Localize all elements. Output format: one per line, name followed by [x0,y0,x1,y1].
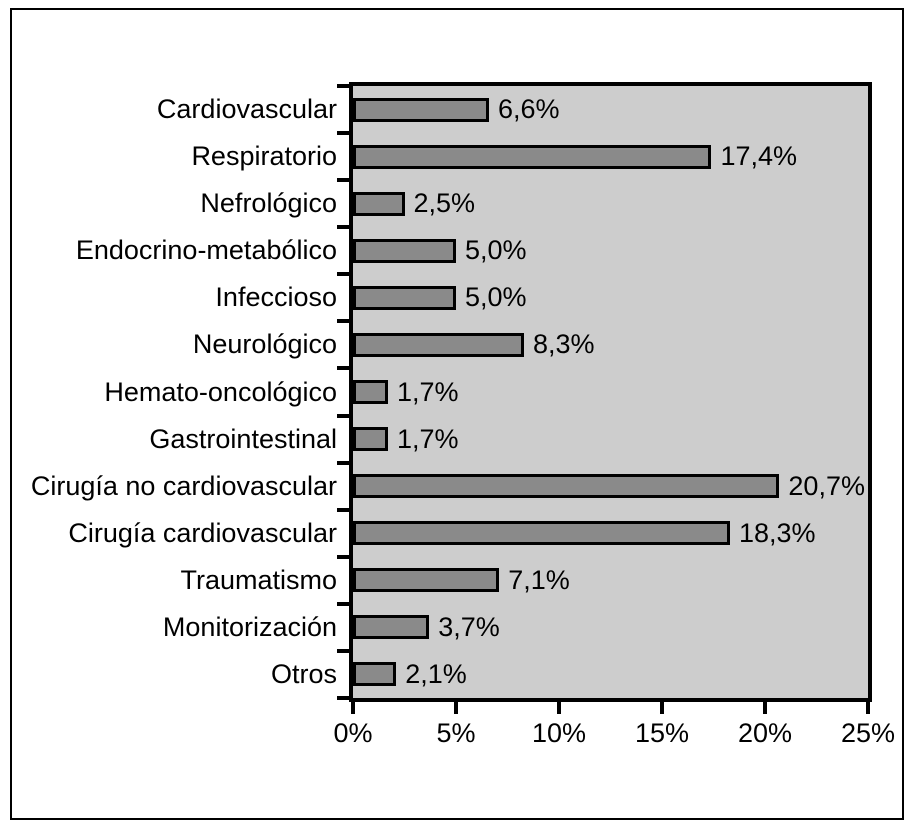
x-tick-mark [866,702,870,714]
bar-value-label: 5,0% [465,235,527,266]
bar-value-label: 20,7% [788,470,865,501]
y-axis-ticks [337,84,349,700]
category-label: Infeccioso [215,282,337,313]
bar-value-label: 2,1% [405,658,467,689]
bar-value-label: 5,0% [465,282,527,313]
y-tick-mark [337,178,349,183]
bar-value-label: 1,7% [397,423,459,454]
category-label: Nefrológico [200,188,337,219]
bar [353,285,456,310]
x-tick-label: 0% [333,718,373,748]
x-tick-mark [454,702,458,714]
x-tick-mark [351,702,355,714]
y-tick-mark [337,272,349,277]
y-tick-mark [337,319,349,324]
bar [353,521,730,546]
bar [353,191,405,216]
bar-row: 2,5% [353,180,868,227]
x-tick-label: 25% [840,718,896,748]
x-tick-mark [660,702,664,714]
y-tick-mark [337,413,349,418]
x-axis-labels: 0% 5% 10% 15% 20% 25% [333,718,895,754]
bar-row: 1,7% [353,368,868,415]
category-label: Respiratorio [191,141,337,172]
y-tick-mark [337,696,349,700]
category-label: Cirugía no cardiovascular [30,470,337,501]
y-tick-mark [337,84,349,88]
bar-row: 3,7% [353,604,868,651]
bar [353,662,397,687]
bar-row: 7,1% [353,557,868,604]
y-tick-mark [337,648,349,653]
bar-row: 2,1% [353,651,868,698]
y-tick-mark [337,507,349,512]
bar [353,97,489,122]
x-tick-label: 15% [634,718,690,748]
bar-value-label: 1,7% [397,376,459,407]
category-label: Neurológico [192,329,337,360]
y-tick-mark [337,460,349,465]
bar-value-label: 2,5% [413,188,476,219]
x-tick-label: 10% [531,718,587,748]
x-tick-mark [763,702,767,714]
category-label: Cardiovascular [156,94,337,125]
y-tick-mark [337,601,349,606]
bar [353,332,524,357]
bar [353,144,712,169]
x-tick-mark [557,702,561,714]
bar [353,380,389,404]
bar-row: 8,3% [353,321,868,368]
plot-area: 6,6% 17,4% 2,5% 5,0% 5,0% 8,3% 1,7% 1,7% 20,7% 18… [349,82,872,702]
bar [353,615,430,640]
bar-row: 17,4% [353,133,868,180]
bar-row: 5,0% [353,227,868,274]
category-label: Gastrointestinal [149,423,337,454]
bar [353,238,456,263]
bar-row: 18,3% [353,510,868,557]
bar [353,568,500,593]
category-label: Traumatismo [180,564,337,595]
bar [353,427,389,452]
category-label: Endocrino-metabólico [75,235,337,266]
bar-row: 1,7% [353,416,868,463]
bar-row: 6,6% [353,86,868,133]
x-tick-label: 5% [436,718,476,748]
bar-value-label: 7,1% [508,564,570,595]
x-axis-ticks [351,702,870,714]
category-label: Monitorización [162,611,337,642]
bar-value-label: 18,3% [738,517,816,548]
bar-value-label: 6,6% [497,94,560,125]
category-label: Hemato-oncológico [104,376,337,407]
y-tick-mark [337,554,349,559]
bar-value-label: 17,4% [720,141,797,172]
category-label: Otros [270,658,337,689]
figure-frame: Cardiovascular Respiratorio Nefrológico End… [10,8,904,820]
bar-value-label: 8,3% [532,329,595,360]
x-tick-label: 20% [737,718,793,748]
bar-rows: 6,6% 17,4% 2,5% 5,0% 5,0% 8,3% 1,7% 1,7% 20,7% 18… [353,86,868,698]
category-axis-labels: Cardiovascular Respiratorio Nefrológico End… [12,86,337,698]
y-tick-mark [337,225,349,230]
category-label: Cirugía cardiovascular [68,517,337,548]
bar-row: 5,0% [353,274,868,321]
bar-value-label: 3,7% [438,611,500,642]
y-tick-mark [337,366,349,371]
bar-row: 20,7% [353,463,868,510]
bar [353,474,780,499]
y-tick-mark [337,131,349,136]
